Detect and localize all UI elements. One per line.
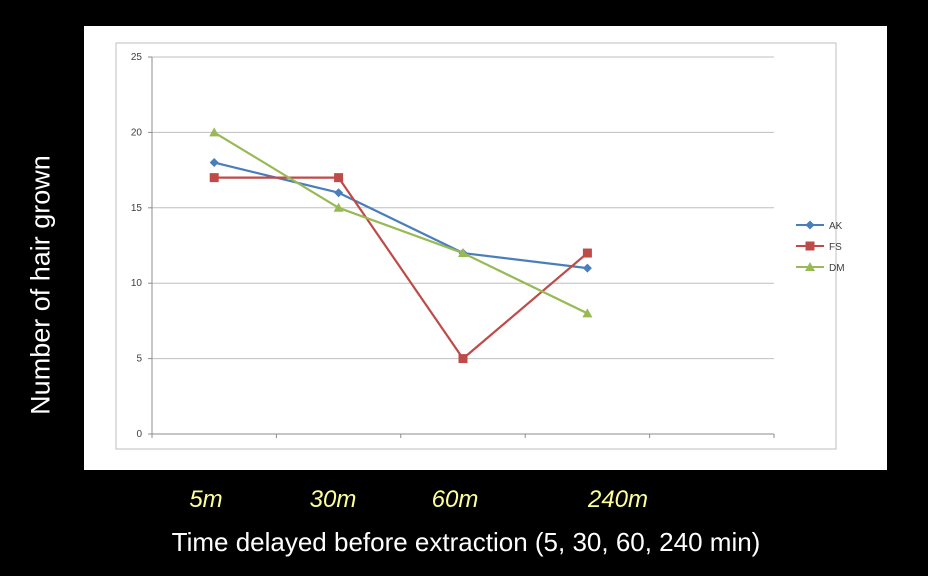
data-point xyxy=(458,248,468,258)
x-category-label: 60m xyxy=(431,486,479,513)
series-ak xyxy=(209,158,592,273)
data-point xyxy=(805,220,815,230)
legend-label: DM xyxy=(829,263,845,274)
data-point xyxy=(805,241,815,251)
grid-lines xyxy=(152,56,774,360)
legend: AK FS DM xyxy=(796,220,845,274)
data-point xyxy=(582,263,592,273)
legend-label: FS xyxy=(829,242,842,253)
y-tick-label: 20 xyxy=(131,127,143,138)
y-axis-title: Number of hair grown xyxy=(25,155,56,415)
legend-item: AK xyxy=(796,220,843,232)
data-point xyxy=(209,158,219,168)
series-line xyxy=(214,176,589,360)
x-category-label: 30m xyxy=(309,486,357,513)
series-fs xyxy=(209,173,592,364)
axes xyxy=(148,56,775,438)
data-point xyxy=(805,262,815,271)
plot-border xyxy=(115,42,837,450)
data-point xyxy=(458,354,468,364)
y-tick-label: 15 xyxy=(131,203,143,214)
y-tick-labels: 0 5 10 15 20 25 xyxy=(131,52,143,440)
line-chart: 0 5 10 15 20 25 AK FS DM xyxy=(115,42,845,450)
data-point xyxy=(582,248,592,258)
legend-item: DM xyxy=(796,262,845,274)
data-point xyxy=(334,173,344,183)
y-tick-label: 25 xyxy=(131,52,143,63)
data-point xyxy=(209,173,219,183)
y-tick-label: 5 xyxy=(136,354,142,365)
data-point xyxy=(334,188,344,198)
data-point xyxy=(209,127,220,137)
x-category-label: 240m xyxy=(587,486,649,513)
legend-item: FS xyxy=(796,241,842,253)
legend-label: AK xyxy=(829,221,843,232)
x-category-label: 5m xyxy=(189,486,223,513)
x-axis-title: Time delayed before extraction (5, 30, 6… xyxy=(171,527,761,557)
series-lines xyxy=(209,127,593,364)
y-tick-label: 0 xyxy=(136,429,142,440)
chart-panel: 0 5 10 15 20 25 AK FS DM xyxy=(84,26,887,470)
data-point xyxy=(582,308,593,318)
data-point xyxy=(333,202,344,212)
series-dm xyxy=(209,127,593,318)
series-line xyxy=(213,131,588,315)
y-tick-label: 10 xyxy=(131,278,143,289)
